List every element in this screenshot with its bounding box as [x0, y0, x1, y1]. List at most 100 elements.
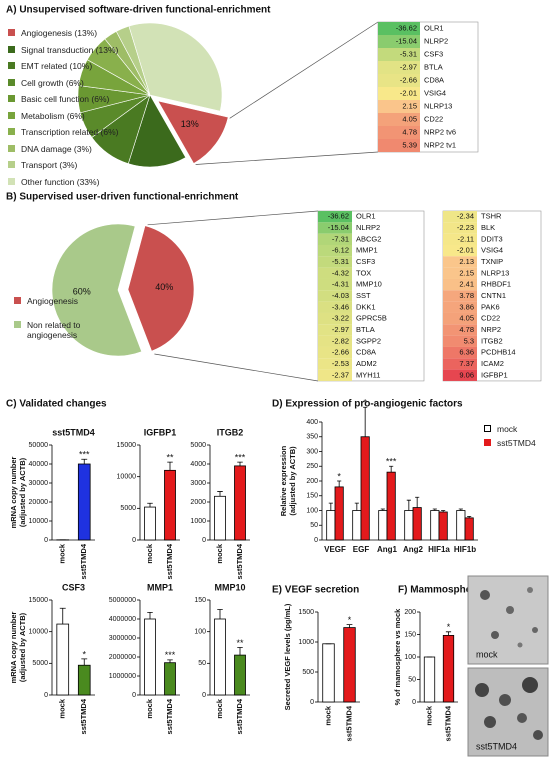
- legend-item: Transcription related (6%): [8, 127, 158, 137]
- heat-cell: [443, 211, 477, 223]
- x-tick-label: mock: [58, 543, 67, 563]
- y-tick-label: 200: [404, 609, 416, 616]
- heat-cell: [318, 369, 352, 381]
- gene-name: BLK: [481, 223, 495, 232]
- error-bar: [445, 631, 452, 636]
- x-tick-label: mock: [424, 705, 433, 725]
- y-axis-label: mRNA copy number: [9, 612, 18, 684]
- connector: [195, 151, 379, 165]
- heat-cell: [443, 369, 477, 381]
- gene-name: CSF3: [424, 49, 443, 58]
- y-tick-label: 5000000: [109, 597, 136, 604]
- legend-item: Angiogenesis (13%): [8, 28, 158, 38]
- bar: [234, 465, 246, 541]
- y-tick-label: 300: [306, 448, 318, 455]
- y-tick-label: 100: [404, 654, 416, 661]
- gene-name: OLR1: [356, 212, 376, 221]
- x-tick-label: Ang2: [403, 545, 424, 554]
- significance: *: [363, 398, 367, 408]
- fold-change: -4.32: [332, 268, 349, 277]
- y-tick-label: 50: [408, 676, 416, 683]
- error-bar: [328, 502, 333, 511]
- heat-cell: [378, 22, 420, 35]
- error-bar: [237, 461, 243, 466]
- fold-change: -2.82: [332, 336, 349, 345]
- panel-title: A) Unsupervised software-driven function…: [6, 5, 271, 16]
- y-tick-label: 50: [310, 522, 318, 529]
- fold-change: -4.31: [332, 280, 349, 289]
- gene-name: TSHR: [481, 212, 502, 221]
- y-tick-label: 100: [194, 629, 206, 636]
- chart-title: sst5TMD4: [52, 427, 95, 437]
- significance: ***: [386, 457, 397, 467]
- x-tick-label: sst5TMD4: [443, 705, 452, 741]
- chart-title: ITGB2: [217, 427, 244, 437]
- bar: [144, 618, 156, 696]
- gene-name: MMP10: [356, 280, 382, 289]
- y-tick-label: 1000: [298, 639, 314, 646]
- y-tick-label: 15000: [29, 597, 49, 604]
- pie-slice: [127, 225, 195, 352]
- fold-change: -7.31: [332, 234, 349, 243]
- y-tick-label: 4000: [190, 461, 206, 468]
- legend-swatch: [484, 439, 491, 446]
- x-tick-label: sst5TMD4: [235, 698, 244, 734]
- heat-cell: [378, 100, 420, 113]
- legend-swatch: [8, 29, 15, 36]
- fold-change: -2.66: [400, 75, 417, 84]
- bar: [234, 654, 246, 696]
- legend-item: Metabolism (6%): [8, 111, 158, 121]
- legend-item: EMT related (10%): [8, 61, 158, 71]
- y-axis-label: mRNA copy number: [9, 457, 18, 529]
- legend-item: Angiogenesis: [14, 296, 94, 306]
- legend-swatch: [8, 62, 15, 69]
- y-tick-label: 350: [306, 434, 318, 441]
- bar: [144, 506, 156, 541]
- error-bar: [406, 499, 411, 511]
- bar: [423, 656, 436, 703]
- significance: ***: [235, 452, 246, 462]
- heat-cell: [443, 290, 477, 302]
- x-tick-label: HIF1a: [428, 545, 450, 554]
- gene-name: RHBDF1: [481, 280, 511, 289]
- heat-cell: [318, 324, 352, 336]
- legend-item: Signal transduction (13%): [8, 45, 158, 55]
- y-tick-label: 50: [198, 660, 206, 667]
- fold-change: -2.01: [400, 88, 417, 97]
- significance: ***: [165, 650, 176, 660]
- y-tick-label: 5000: [190, 442, 206, 449]
- y-tick-label: 500: [302, 669, 314, 676]
- panel-title: C) Validated changes: [6, 399, 107, 410]
- fold-change: -5.31: [400, 49, 417, 58]
- error-bar: [81, 658, 88, 666]
- y-tick-label: 1500: [298, 609, 314, 616]
- chart-title: MMP1: [147, 582, 173, 592]
- error-bar: [354, 502, 359, 511]
- heat-cell: [318, 346, 352, 359]
- fold-change: 4.05: [459, 314, 474, 323]
- legend-swatch: [8, 111, 15, 119]
- y-tick-label: 0: [132, 692, 136, 699]
- x-tick-label: mock: [145, 698, 154, 718]
- panel-title: E) VEGF secretion: [272, 585, 359, 596]
- heat-cell: [443, 222, 477, 234]
- y-tick-label: 0: [310, 699, 314, 706]
- y-tick-label: 0: [44, 692, 48, 699]
- gene-name: DKK1: [356, 302, 376, 311]
- y-tick-label: 40000: [29, 461, 49, 468]
- y-tick-label: 150: [404, 631, 416, 638]
- gene-name: CD8A: [424, 75, 444, 84]
- bar: [77, 463, 91, 541]
- bar: [322, 643, 335, 703]
- legend-label: Signal transduction (13%): [21, 44, 119, 55]
- x-tick-label: mock: [58, 698, 67, 718]
- significance: **: [166, 452, 174, 462]
- legend-swatch: [8, 95, 15, 102]
- y-tick-label: 400: [306, 419, 318, 426]
- error-bar: [147, 611, 153, 619]
- heat-cell: [443, 301, 477, 313]
- gene-name: CSF3: [356, 257, 375, 266]
- legend-item: mock: [484, 424, 517, 434]
